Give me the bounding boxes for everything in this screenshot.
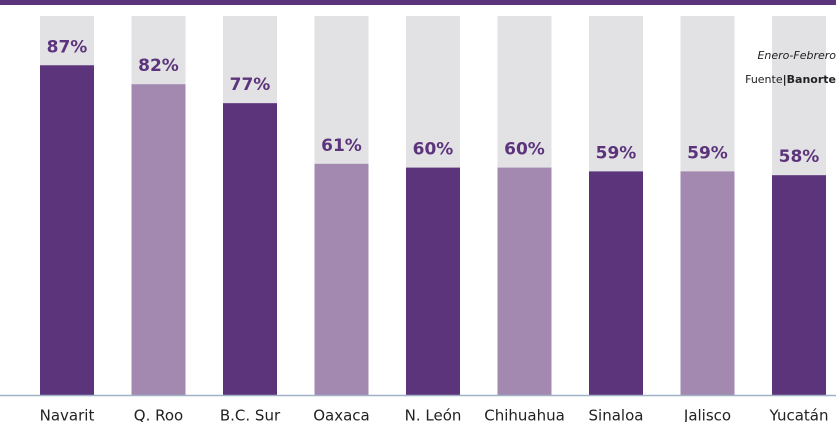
x-tick-label: Chihuahua (484, 407, 565, 422)
bar (497, 167, 552, 395)
period-note: Enero-Febrero (757, 49, 836, 62)
value-label: 87% (47, 37, 88, 57)
value-label: 60% (413, 140, 454, 160)
value-label: 59% (687, 143, 728, 163)
value-label: 58% (779, 147, 820, 167)
x-tick-label: Yucatán (769, 407, 829, 422)
source-name: Banorte (787, 73, 836, 86)
value-label: 61% (321, 136, 362, 156)
top-band (0, 0, 836, 5)
x-tick-label: Sinaloa (589, 407, 644, 422)
value-label: 82% (138, 56, 179, 76)
source-label: Fuente (745, 73, 783, 86)
value-label: 77% (230, 75, 271, 95)
bar (772, 175, 826, 395)
x-tick-label: Oaxaca (313, 407, 370, 422)
x-tick-label: Q. Roo (134, 407, 183, 422)
bar (680, 171, 735, 395)
bar (406, 167, 460, 395)
bar (589, 171, 643, 395)
x-tick-label: Jalisco (683, 407, 731, 422)
bar (131, 84, 186, 395)
bar (223, 103, 277, 396)
bar (40, 65, 94, 396)
x-tick-label: B.C. Sur (220, 407, 281, 422)
value-label: 59% (596, 143, 637, 163)
source-divider: | (783, 73, 787, 86)
source-note: Fuente|Banorte (745, 73, 836, 86)
x-tick-label: Navarit (40, 407, 95, 422)
bar (314, 163, 369, 395)
x-tick-label: N. León (405, 407, 462, 422)
value-label: 60% (504, 140, 545, 160)
